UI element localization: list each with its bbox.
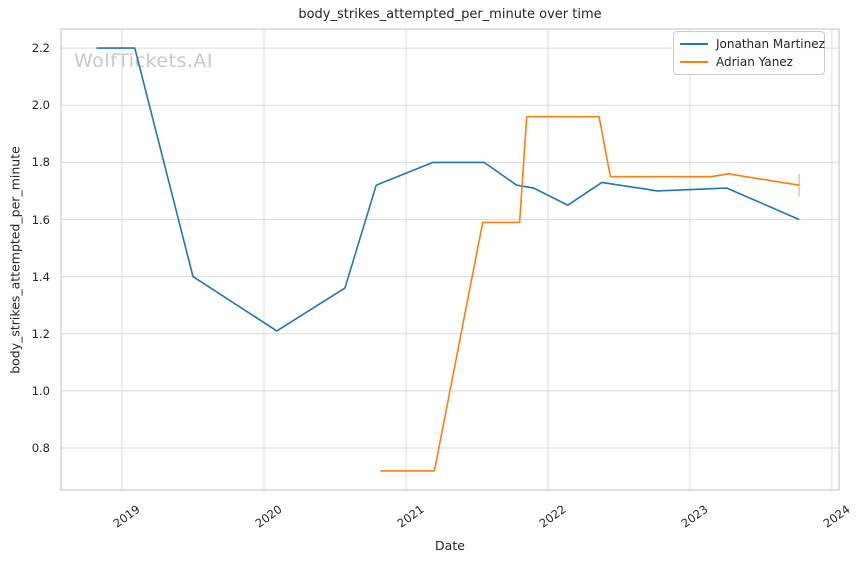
legend-label: Jonathan Martinez	[716, 37, 825, 51]
legend: Jonathan Martinez Adrian Yanez	[673, 31, 825, 75]
y-tick-label: 1.0	[31, 383, 50, 398]
y-tick-label: 2.2	[31, 41, 50, 56]
y-tick-label: 1.2	[31, 326, 50, 341]
legend-line-sample-icon	[680, 61, 708, 63]
x-axis-label: Date	[435, 538, 465, 553]
legend-line-sample-icon	[680, 43, 708, 45]
plot-border	[60, 28, 840, 491]
legend-item-jonathan-martinez: Jonathan Martinez	[680, 36, 825, 52]
series-line-adrian-yanez	[380, 115, 800, 472]
y-axis-label: body_strikes_attempted_per_minute	[7, 146, 23, 374]
watermark: WolfTickets.AI	[74, 50, 214, 72]
y-tick-label: 1.4	[31, 269, 50, 284]
y-tick-label: 2.0	[31, 98, 50, 113]
series-line-jonathan-martinez	[96, 47, 800, 332]
chart-title: body_strikes_attempted_per_minute over t…	[298, 7, 602, 22]
y-tick-label: 1.6	[31, 212, 50, 227]
legend-item-adrian-yanez: Adrian Yanez	[680, 54, 818, 70]
y-tick-label: 1.8	[31, 155, 50, 170]
y-tick-label: 0.8	[31, 441, 50, 455]
legend-label: Adrian Yanez	[716, 55, 793, 69]
